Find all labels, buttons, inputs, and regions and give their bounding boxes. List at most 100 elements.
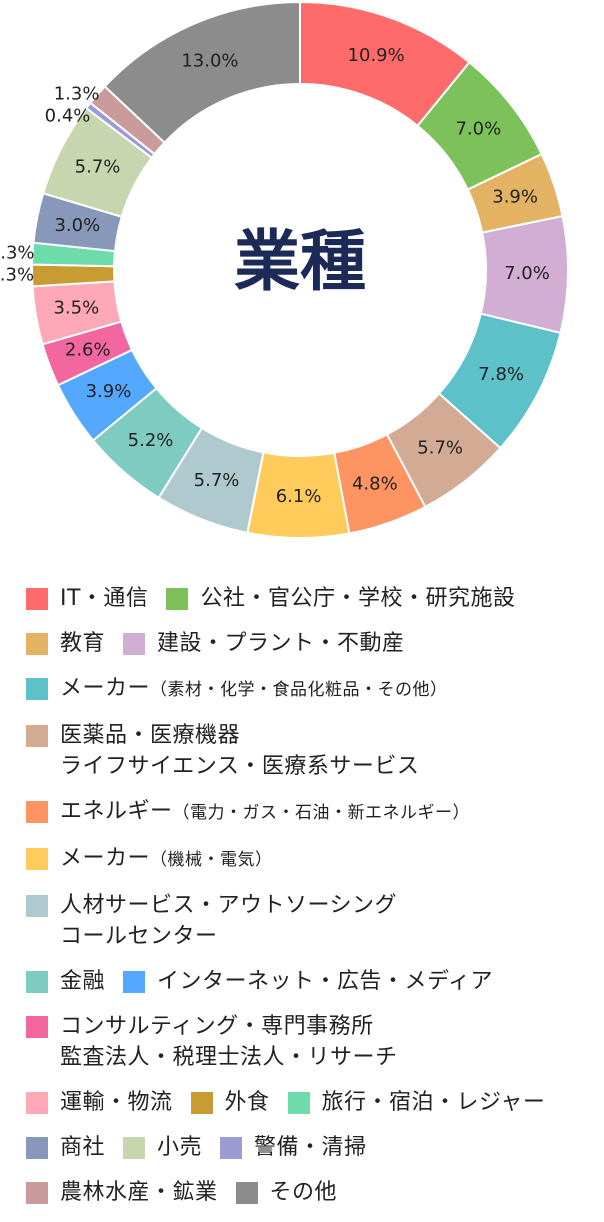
legend-label-line: 運輸・物流 bbox=[60, 1087, 173, 1118]
legend-item: エネルギー（電力・ガス・石油・新エネルギー） bbox=[26, 796, 470, 829]
legend-label-text: 旅行・宿泊・レジャー bbox=[321, 1090, 546, 1115]
legend-row: メーカー（機械・電気） bbox=[26, 843, 604, 876]
chart-title: 業種 bbox=[234, 223, 366, 300]
legend-swatch bbox=[166, 588, 189, 610]
legend-label: 警備・清掃 bbox=[254, 1132, 367, 1163]
legend-label: 公社・官公庁・学校・研究施設 bbox=[200, 583, 515, 614]
legend-label: メーカー（素材・化学・食品化粧品・その他） bbox=[60, 673, 448, 706]
legend-swatch bbox=[123, 633, 146, 655]
legend-label-text: 人材サービス・アウトソーシング bbox=[60, 893, 398, 918]
legend-row: 農林水産・鉱業 その他 bbox=[26, 1177, 604, 1208]
legend-label: 外食 bbox=[225, 1087, 270, 1118]
legend-label: 運輸・物流 bbox=[60, 1087, 173, 1118]
legend-row: 人材サービス・アウトソーシング コールセンター bbox=[26, 890, 604, 952]
legend: IT・通信 公社・官公庁・学校・研究施設教育 建設・プラント・不動産メーカー（素材・… bbox=[26, 583, 604, 1222]
legend-label-text: 建設・プラント・不動産 bbox=[157, 631, 405, 656]
legend-label-text: 農林水産・鉱業 bbox=[60, 1180, 218, 1205]
legend-item: 商社 bbox=[26, 1132, 105, 1163]
legend-swatch bbox=[26, 1137, 48, 1159]
legend-label-line: 警備・清掃 bbox=[254, 1132, 367, 1163]
legend-item: その他 bbox=[235, 1177, 338, 1208]
legend-label-line: その他 bbox=[270, 1177, 338, 1208]
legend-label-text: 小売 bbox=[157, 1135, 203, 1160]
legend-item: 警備・清掃 bbox=[220, 1132, 367, 1163]
legend-row: エネルギー（電力・ガス・石油・新エネルギー） bbox=[26, 796, 604, 829]
legend-label-text: IT・通信 bbox=[60, 586, 149, 611]
legend-label-text: 監査法人・税理士法人・リサーチ bbox=[60, 1045, 398, 1070]
legend-item: コンサルティング・専門事務所 監査法人・税理士法人・リサーチ bbox=[26, 1011, 398, 1073]
slice-label: 6.1% bbox=[276, 486, 322, 507]
legend-swatch bbox=[235, 1182, 258, 1204]
slice-label: 3.9% bbox=[86, 381, 132, 402]
legend-label: メーカー（機械・電気） bbox=[60, 843, 273, 876]
legend-label-text: 教育 bbox=[60, 631, 106, 656]
legend-label-text: インターネット・広告・メディア bbox=[157, 969, 493, 994]
slice-label: 3.9% bbox=[492, 187, 538, 208]
legend-label-line: 商社 bbox=[60, 1132, 105, 1163]
legend-label-text: 警備・清掃 bbox=[254, 1135, 367, 1160]
legend-label: 建設・プラント・不動産 bbox=[157, 628, 405, 659]
legend-item: 教育 bbox=[26, 628, 105, 659]
legend-item: 公社・官公庁・学校・研究施設 bbox=[166, 583, 515, 614]
legend-label: IT・通信 bbox=[60, 583, 148, 614]
donut-chart: 10.9% 7.0% 3.9% 7.0% 7.8% 5.7% 4.8% 6.1% 5.7% 5.2… bbox=[0, 0, 604, 545]
legend-label-line: 医薬品・医療機器 bbox=[60, 720, 419, 751]
slice-label: 5.7% bbox=[75, 156, 121, 177]
legend-label-text: その他 bbox=[269, 1180, 338, 1205]
legend-label-line: コールセンター bbox=[60, 921, 397, 952]
legend-item: インターネット・広告・メディア bbox=[123, 966, 493, 997]
legend-swatch bbox=[26, 1182, 48, 1204]
legend-item: メーカー（機械・電気） bbox=[26, 843, 273, 876]
legend-label-line: 人材サービス・アウトソーシング bbox=[60, 890, 397, 921]
legend-label: 商社 bbox=[60, 1132, 105, 1163]
legend-item: IT・通信 bbox=[26, 583, 148, 614]
legend-label: 教育 bbox=[60, 628, 105, 659]
slice-label: 5.7% bbox=[194, 470, 240, 491]
legend-item: 農林水産・鉱業 bbox=[26, 1177, 218, 1208]
legend-item: 医薬品・医療機器 ライフサイエンス・医療系サービス bbox=[26, 720, 419, 782]
legend-label-text: 運輸・物流 bbox=[60, 1090, 173, 1115]
slice-label: 7.0% bbox=[455, 119, 501, 140]
slice-label: 1.3% bbox=[0, 243, 35, 264]
legend-label: 医薬品・医療機器 ライフサイエンス・医療系サービス bbox=[60, 720, 419, 782]
legend-swatch bbox=[26, 848, 48, 870]
legend-swatch bbox=[123, 971, 146, 993]
legend-label: 旅行・宿泊・レジャー bbox=[322, 1087, 546, 1118]
legend-label-text: 外食 bbox=[224, 1090, 270, 1115]
legend-item: 旅行・宿泊・レジャー bbox=[287, 1087, 546, 1118]
legend-label-line: IT・通信 bbox=[60, 583, 148, 614]
legend-label: 人材サービス・アウトソーシング コールセンター bbox=[60, 890, 397, 952]
legend-label-line: 旅行・宿泊・レジャー bbox=[322, 1087, 546, 1118]
legend-label-sub: （電力・ガス・石油・新エネルギー） bbox=[172, 803, 471, 823]
legend-item: 人材サービス・アウトソーシング コールセンター bbox=[26, 890, 397, 952]
slice-label: 5.7% bbox=[417, 438, 463, 459]
slice-label: 0.4% bbox=[45, 105, 91, 126]
legend-label-line: 金融 bbox=[60, 966, 105, 997]
legend-label: エネルギー（電力・ガス・石油・新エネルギー） bbox=[60, 796, 470, 829]
slice-label: 5.2% bbox=[128, 430, 174, 451]
legend-label-line: エネルギー（電力・ガス・石油・新エネルギー） bbox=[60, 796, 470, 829]
donut-svg: 10.9% 7.0% 3.9% 7.0% 7.8% 5.7% 4.8% 6.1% 5.7% 5.2… bbox=[0, 0, 569, 539]
legend-label-line: ライフサイエンス・医療系サービス bbox=[60, 751, 419, 782]
legend-swatch bbox=[123, 1137, 146, 1159]
legend-label-text: コールセンター bbox=[60, 924, 218, 949]
legend-label-sub: （機械・電気） bbox=[150, 850, 273, 870]
legend-label: 小売 bbox=[157, 1132, 202, 1163]
legend-label: インターネット・広告・メディア bbox=[157, 966, 493, 997]
legend-label-text: エネルギー bbox=[60, 799, 173, 824]
legend-swatch bbox=[26, 801, 48, 823]
legend-label: 金融 bbox=[60, 966, 105, 997]
legend-item: 建設・プラント・不動産 bbox=[123, 628, 405, 659]
legend-item: 金融 bbox=[26, 966, 105, 997]
donut-slice bbox=[31, 263, 116, 288]
legend-label-text: 公社・官公庁・学校・研究施設 bbox=[200, 586, 516, 611]
legend-label-line: 建設・プラント・不動産 bbox=[157, 628, 405, 659]
legend-swatch bbox=[26, 725, 48, 747]
slice-label: 2.6% bbox=[65, 339, 111, 360]
slice-label: 1.3% bbox=[54, 83, 100, 104]
legend-swatch bbox=[26, 1092, 48, 1114]
legend-swatch bbox=[26, 678, 48, 700]
legend-row: IT・通信 公社・官公庁・学校・研究施設 bbox=[26, 583, 604, 614]
legend-label-sub: （素材・化学・食品化粧品・その他） bbox=[150, 680, 448, 700]
legend-swatch bbox=[190, 1092, 213, 1114]
